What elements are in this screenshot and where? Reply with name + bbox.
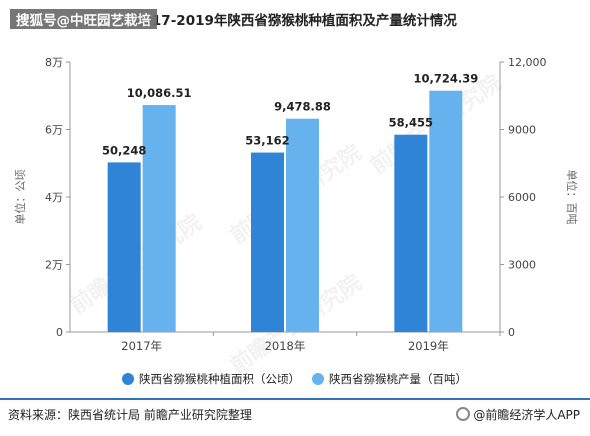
y-left-tick-label: 8万 [45,56,63,69]
y-right-tick-label: 12,000 [508,56,547,69]
data-label-area: 53,162 [245,134,289,148]
y-right-tick-label: 9000 [508,124,536,137]
x-tick-label: 2019年 [408,339,449,353]
bar-yield [142,105,176,332]
x-tick-label: 2018年 [265,339,306,353]
data-label-yield: 9,478.88 [274,100,331,114]
legend-label-1: 陕西省猕猴桃种植面积（公顷） [139,372,300,386]
bar-area [251,152,284,332]
chart-canvas: 前瞻产业研究院前瞻产业研究院前瞻产业研究院前瞻产业研究院02万4万6万8万030… [13,56,579,386]
credit-logo-icon [456,407,471,421]
bar-yield [286,118,319,333]
credit-note: @前瞻经济学人APP [456,406,580,423]
data-label-area: 50,248 [102,143,146,157]
chart-title: 2017-2019年陕西省猕猴桃种植面积及产量统计情况 [133,13,457,29]
bar-area [107,162,141,332]
overlay-tag: 搜狐号@中旺园艺栽培 [10,9,157,29]
footer-divider [0,398,590,400]
data-label-yield: 10,086.51 [127,86,192,100]
y-left-tick-label: 6万 [45,124,63,137]
y-left-tick-label: 0 [56,326,63,339]
y-left-tick-label: 4万 [45,191,63,204]
y-right-tick-label: 0 [508,326,515,339]
y-right-tick-label: 6000 [508,191,536,204]
bar-yield [429,90,463,332]
x-tick-label: 2017年 [121,339,162,353]
bar-area [394,134,428,332]
y-left-tick-label: 2万 [45,259,63,272]
y-right-tick-label: 3000 [508,259,536,272]
y-left-axis-label: 单位：公顷 [13,170,27,225]
y-right-axis-label: 单位：百吨 [565,170,579,225]
legend-swatch-2 [312,373,324,385]
legend-swatch-1 [122,373,134,385]
data-label-area: 58,455 [389,116,433,130]
legend-label-2: 陕西省猕猴桃产量（百吨） [329,372,467,386]
credit-text: @前瞻经济学人APP [473,408,580,422]
data-label-yield: 10,724.39 [413,72,478,86]
source-note: 资料来源：陕西省统计局 前瞻产业研究院整理 [8,408,252,422]
